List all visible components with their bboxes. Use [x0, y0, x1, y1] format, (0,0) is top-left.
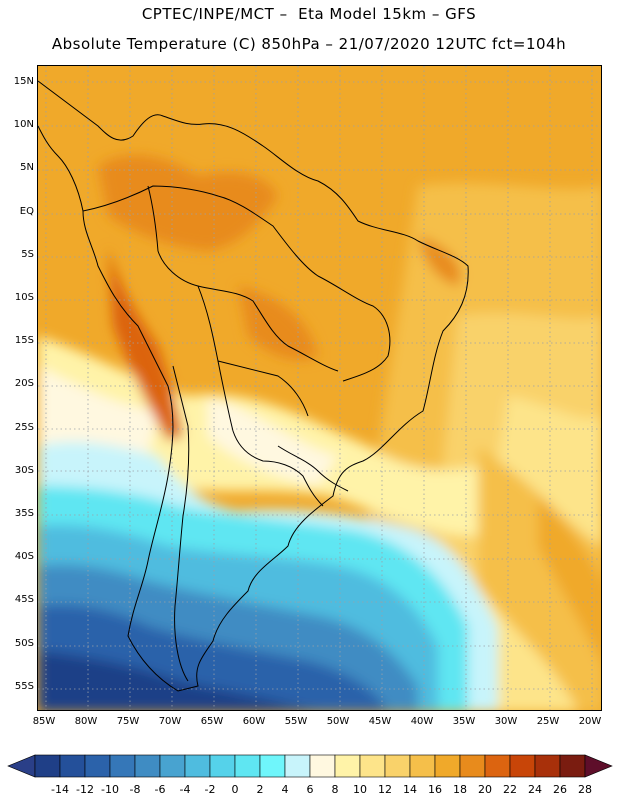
colorbar-box	[484, 754, 511, 778]
colorbar-tick-label: 8	[331, 783, 339, 796]
longitude-label: 25W	[536, 716, 560, 727]
latitude-label: 40S	[14, 551, 34, 563]
map-title-line-1: CPTEC/INPE/MCT – Eta Model 15km – GFS	[141, 5, 477, 23]
longitude-label: 75W	[116, 716, 140, 727]
colorbar-tick-label: 16	[428, 783, 442, 796]
latitude-label: 5S	[21, 248, 34, 260]
colorbar-tick-label: -12	[76, 783, 94, 796]
colorbar-box	[34, 754, 61, 778]
longitude-label: 55W	[284, 716, 308, 727]
longitude-label: 35W	[452, 716, 476, 727]
longitude-label: 60W	[242, 716, 266, 727]
colorbar-tick-label: 2	[256, 783, 264, 796]
colorbar-tick-label: 14	[403, 783, 417, 796]
colorbar-tick-label: -4	[179, 783, 191, 796]
longitude-label: 45W	[368, 716, 392, 727]
temperature-map	[37, 65, 602, 711]
colorbar-box	[184, 754, 211, 778]
colorbar-box	[284, 754, 311, 778]
longitude-label: 50W	[326, 716, 350, 727]
longitude-label: 30W	[494, 716, 518, 727]
longitude-label: 80W	[74, 716, 98, 727]
temperature-field	[38, 155, 601, 710]
colorbar-tick-label: 18	[453, 783, 467, 796]
colorbar-tick-label: -6	[154, 783, 166, 796]
longitude-label: 40W	[410, 716, 434, 727]
colorbar-box	[134, 754, 161, 778]
colorbar-box	[109, 754, 136, 778]
colorbar-box	[509, 754, 536, 778]
latitude-label: 10S	[14, 292, 34, 303]
colorbar-tick-label: 0	[231, 783, 239, 796]
colorbar-tick-label: 28	[578, 783, 592, 796]
colorbar-box	[434, 754, 461, 778]
colorbar-tick-label: 6	[306, 783, 314, 796]
colorbar-box	[159, 754, 186, 778]
colorbar-box	[259, 754, 286, 778]
colorbar-over-arrow	[584, 754, 613, 778]
colorbar-tick-label: 22	[503, 783, 517, 796]
latitude-label: 10N	[13, 119, 34, 131]
colorbar-box	[334, 754, 361, 778]
colorbar-box	[234, 754, 261, 778]
latitude-label: 45S	[14, 594, 34, 606]
latitude-label: 20S	[14, 378, 34, 390]
longitude-label: 70W	[158, 716, 182, 727]
colorbar-tick-label: -8	[129, 783, 141, 796]
colorbar	[7, 754, 613, 778]
latitude-label: 15N	[13, 76, 34, 87]
latitude-label: 15S	[14, 335, 34, 347]
colorbar-box	[384, 754, 411, 778]
latitude-label: 50S	[14, 637, 34, 649]
latitude-label: 30S	[14, 464, 34, 476]
colorbar-box	[309, 754, 336, 778]
colorbar-under-arrow	[7, 754, 36, 778]
colorbar-tick-label: 20	[478, 783, 492, 796]
latitude-label: 55S	[14, 680, 34, 692]
colorbar-tick-label: -10	[101, 783, 119, 796]
colorbar-tick-label: -14	[51, 783, 69, 796]
map-canvas	[38, 66, 601, 710]
colorbar-box	[359, 754, 386, 778]
longitude-label: 85W	[32, 716, 56, 727]
colorbar-box	[59, 754, 86, 778]
longitude-label: 65W	[200, 716, 224, 727]
colorbar-tick-label: 26	[553, 783, 567, 796]
latitude-label: 35S	[14, 508, 34, 519]
colorbar-tick-label: 24	[528, 783, 542, 796]
colorbar-tick-label: -2	[204, 783, 216, 796]
colorbar-box	[209, 754, 236, 778]
latitude-label: EQ	[19, 205, 34, 217]
colorbar-tick-label: 12	[378, 783, 392, 796]
colorbar-box	[459, 754, 486, 778]
colorbar-box	[559, 754, 586, 778]
colorbar-box	[84, 754, 111, 778]
latitude-label: 5N	[20, 162, 34, 174]
colorbar-tick-label: 4	[281, 783, 289, 796]
map-title-line-2: Absolute Temperature (C) 850hPa – 21/07/…	[51, 35, 567, 53]
colorbar-tick-label: 10	[353, 783, 367, 796]
coastlines-and-borders	[38, 80, 469, 692]
colorbar-box	[409, 754, 436, 778]
colorbar-box	[534, 754, 561, 778]
longitude-label: 20W	[578, 716, 602, 727]
latitude-label: 25S	[14, 421, 34, 433]
